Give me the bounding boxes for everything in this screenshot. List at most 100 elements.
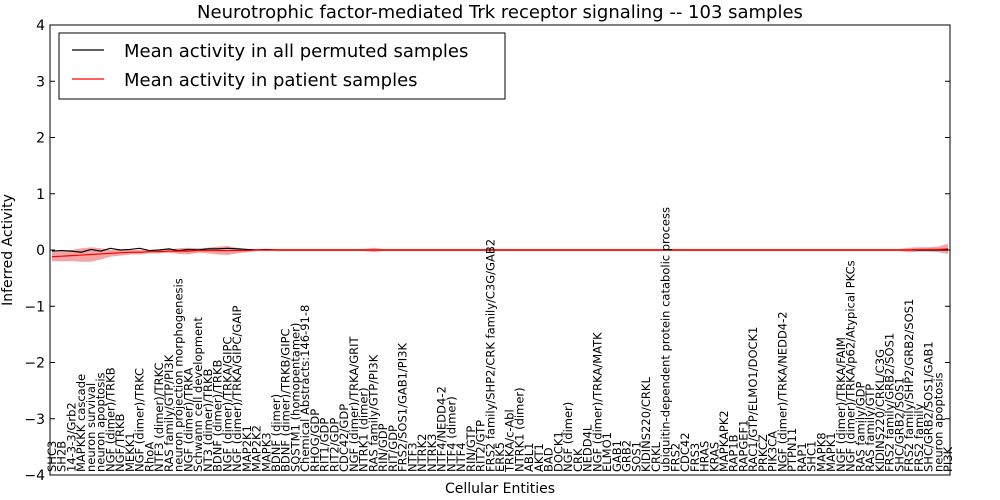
y-tick-label: −2 <box>24 356 45 372</box>
category-tick-label: 14-3-3/Grb2 <box>64 402 78 472</box>
category-tick-label: GAB1 <box>610 440 624 472</box>
category-tick-label: BDNF (dimer)/TRKB <box>211 359 225 472</box>
category-tick-label: neuron apoptosis <box>94 372 108 472</box>
category-tick-label: RAS family/GTP/PI3K <box>162 354 176 472</box>
category-tick-label: RAPGEF1 <box>736 420 750 472</box>
category-tick-label: MAPKAPK2 <box>717 410 731 472</box>
category-tick-label: CRKL <box>649 441 663 472</box>
category-tick-label: SH2B <box>55 441 69 472</box>
category-tick-label: ABL1 <box>522 443 536 472</box>
category-tick-label: ELMO1 <box>600 432 614 472</box>
category-tick-label: NGF (dimer)/TRKA/GIPC <box>220 337 234 473</box>
category-tick-label: RHOG/GDP <box>308 409 322 472</box>
category-tick-label: CDC42/GDP <box>337 404 351 472</box>
series-line-patient <box>51 248 949 258</box>
category-tick-label: FRS2 family/SHP2/CRK family/C3G/GAB2 <box>483 239 497 472</box>
confidence-band-layer <box>52 243 948 262</box>
category-tick-label: NTRK2 <box>415 434 429 472</box>
category-tick-label: SQSTM1 (homopentamer) <box>288 323 302 472</box>
category-tick-label: AKT1 <box>532 443 546 472</box>
category-tick-label: Schwann cell development <box>191 317 205 472</box>
category-tick-label: MAPK3 <box>259 432 273 472</box>
category-tick-label: NGF/TRKB <box>113 413 127 472</box>
category-tick-label: FRS3 <box>688 443 702 472</box>
category-tick-label: NTRK1 (dimer) <box>357 387 371 472</box>
category-tick-label: HRAS <box>698 441 712 472</box>
legend: Mean activity in all permuted samples Me… <box>58 32 506 100</box>
category-tick-label: MAP2K2 <box>250 425 264 472</box>
y-tick-label: −3 <box>24 412 45 428</box>
category-tick-label: NGF (dimer)/TRKA/p62/Atypical PKCs <box>844 260 858 472</box>
category-tick-label: RIN/GTP <box>464 426 478 472</box>
category-tick-label: GRB2 <box>620 440 634 472</box>
category-tick-label: RAS family/GDP <box>853 382 867 472</box>
category-tick-label: BAD <box>542 447 556 472</box>
category-tick-label: SHC/GRB2/SOS1/GAB1 <box>922 341 936 472</box>
category-tick-label: SHC1 <box>805 441 819 472</box>
category-tick-label: MAPK8 <box>814 432 828 472</box>
category-tick-label: FRS2/SOS1/GAB1/PI3K <box>396 343 410 472</box>
category-tick-label: NGF (dimer)/TRKA <box>181 368 195 472</box>
category-tick-label: Chemical Abstracts:146-91-8 <box>298 305 312 472</box>
category-tick-label: NTRK3 <box>425 434 439 472</box>
category-tick-label: neuron projection morphogenesis <box>172 278 186 472</box>
y-axis-label: Inferred Activity <box>0 194 16 306</box>
category-tick-label: NEDD4L <box>581 424 595 472</box>
y-tick-label: 0 <box>36 243 45 259</box>
category-tick-label: NGF (dimer)/TRKA/MATK <box>590 332 604 472</box>
category-tick-label: CRK <box>571 448 585 472</box>
category-tick-label: NT3 (dimer)/TRKB <box>201 368 215 472</box>
y-tick-label: 4 <box>36 18 45 34</box>
category-tick-label: RAS family/GTP <box>863 384 877 472</box>
category-tick-label: RAP1 <box>795 442 809 472</box>
category-tick-label: NGF (dimer)/TRKC <box>133 368 147 472</box>
category-tick-label: BDNF (dimer)/TRKB/GIPC <box>279 328 293 472</box>
category-tick-label: DOCK1 <box>551 431 565 472</box>
category-tick-label: FRS2 family <box>912 403 926 472</box>
category-tick-label: ERK5 <box>493 442 507 472</box>
category-tick-label: RIT/GDP <box>386 425 400 472</box>
category-tick-label: PI3K <box>941 446 955 472</box>
category-tick-label: NGF (dimer)/TRKA/GRIT <box>347 335 361 472</box>
category-tick-label: NTRK1 (dimer) <box>512 387 526 472</box>
category-tick-label: RAC1/GTP/ELMO1/DOCK1 <box>746 327 760 472</box>
category-tick-label: NGF (dimer)/TRKA/GIPC/GAIP <box>230 305 244 472</box>
category-tick-label: RhoA <box>142 442 156 472</box>
category-tick-label: KRAS <box>707 442 721 472</box>
category-tick-label: MAPKKK cascade <box>74 374 88 472</box>
category-tick-label: RIT1/GDP <box>318 418 332 472</box>
category-tick-label: SOS1 <box>629 441 643 472</box>
category-tick-label: RIN/GDP <box>376 423 390 472</box>
category-tick-label: MAPK1 <box>824 432 838 472</box>
category-tick-label: NGF (dimer)/TRKA/NEDD4-2 <box>775 311 789 472</box>
category-tick-label: NGF (dimer)/TRKA/FAIM <box>834 337 848 472</box>
category-tick-label: ubiquitin-dependent protein catabolic pr… <box>659 207 673 472</box>
category-tick-label: FRS2 family/SHP2/GRB2/SOS1 <box>902 299 916 472</box>
category-tick-label: MEKK1 <box>123 432 137 472</box>
category-tick-label: NTF4 (dimer) <box>444 396 458 472</box>
category-tick-label: SHC3 <box>45 441 59 472</box>
category-tick-label: neuron survival <box>84 383 98 472</box>
category-tick-label: RIT2/GTP <box>474 420 488 472</box>
category-tick-label: RAS family/GTP/PI3K <box>366 354 380 472</box>
category-tick-label: TRKA/c-Abl <box>503 409 517 473</box>
category-tick-label: NTF3 <box>405 442 419 472</box>
category-tick-label: MAP2K1 <box>240 425 254 472</box>
category-tick-label: SHC/GRB2/SOS1 <box>892 377 906 472</box>
y-tick-layer: −4 −3 −2 −1 0 1 2 3 4 <box>24 18 950 484</box>
category-tick-label: NTF3 (dimer)/TRKC <box>152 362 166 472</box>
category-tick-label: CDC42 <box>678 432 692 472</box>
category-tick-label: PIK3CA <box>766 431 780 472</box>
y-tick-label: −1 <box>24 299 45 315</box>
y-tick-label: 2 <box>36 131 45 147</box>
patient-confidence-band <box>52 243 948 262</box>
category-tick-label: PRKCZ <box>756 434 770 472</box>
series-line-layer <box>51 247 949 258</box>
x-axis-label: Cellular Entities <box>445 481 555 497</box>
legend-label-permuted: Mean activity in all permuted samples <box>124 41 468 62</box>
category-tick-label: RAP1B <box>727 434 741 472</box>
category-tick-label: BDNF (dimer) <box>269 394 283 472</box>
category-tick-label: NGF (dimer)/TRKB <box>103 367 117 472</box>
